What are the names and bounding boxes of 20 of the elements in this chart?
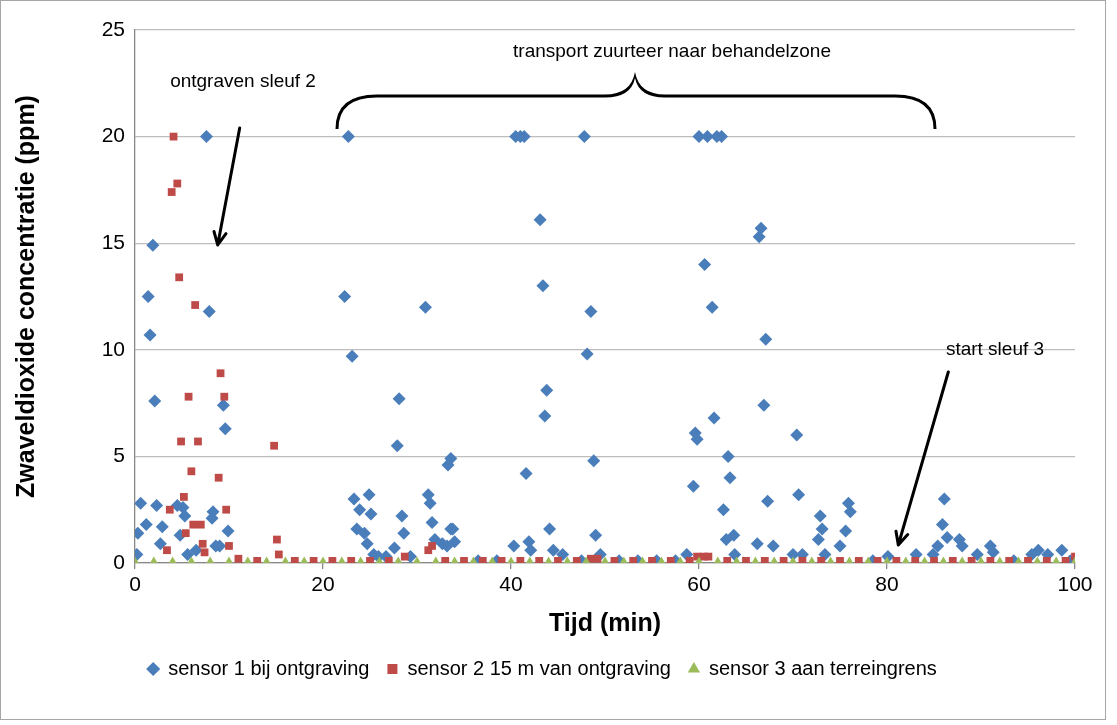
x-tick-label: 80 (875, 572, 899, 596)
y-tick-label: 15 (101, 230, 125, 253)
x-tick-label: 60 (687, 572, 711, 596)
x-axis-title: Tijd (min) (548, 607, 662, 636)
legend-label: sensor 3 aan terreingrens (708, 656, 937, 679)
y-tick-label: 25 (101, 16, 125, 40)
annotation: start sleuf 3 (945, 338, 1045, 360)
x-tick-label: 40 (499, 572, 523, 596)
legend-label: sensor 2 15 m van ontgraving (407, 656, 671, 679)
y-tick-label: 5 (113, 443, 125, 467)
y-tick-label: 20 (101, 123, 125, 147)
annotation: ontgraven sleuf 2 (170, 70, 316, 92)
y-axis-title: Zwaveldioxide concentratie (ppm) (10, 95, 39, 498)
x-tick-label: 20 (311, 572, 335, 596)
annotation: transport zuurteer naar behandelzone (513, 40, 831, 62)
legend-label: sensor 1 bij ontgraving (168, 656, 370, 679)
x-tick-label: 0 (129, 572, 141, 596)
y-tick-label: 0 (113, 549, 125, 573)
x-tick-label: 100 (1057, 572, 1093, 596)
y-tick-label: 10 (101, 336, 125, 360)
